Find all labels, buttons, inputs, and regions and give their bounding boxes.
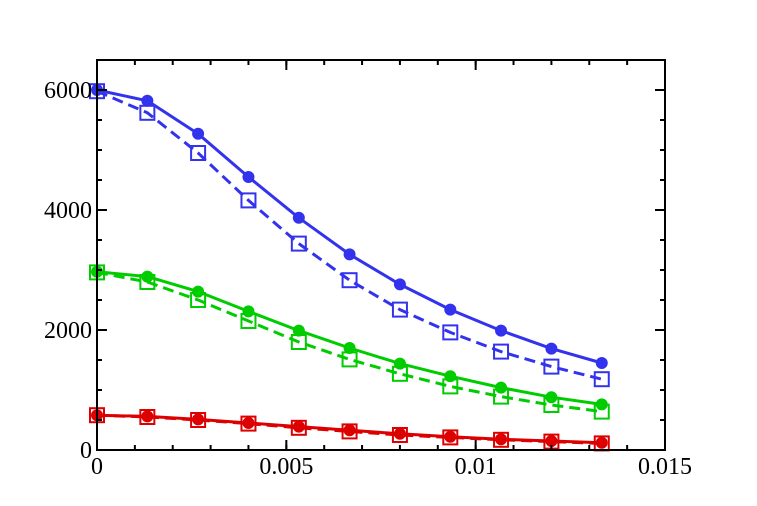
data-point bbox=[595, 357, 608, 369]
data-point bbox=[192, 127, 205, 140]
data-point bbox=[391, 301, 408, 318]
data-point bbox=[190, 292, 207, 308]
plot-frame bbox=[96, 59, 666, 451]
data-point bbox=[393, 278, 406, 291]
series-line bbox=[96, 270, 602, 414]
data-point bbox=[442, 324, 459, 341]
data-point bbox=[495, 381, 508, 394]
tick-labels: 0 0.005 0.01 0.015 0 2000 4000 6000 bbox=[44, 78, 692, 480]
data-point bbox=[391, 427, 408, 443]
data-point bbox=[139, 104, 156, 121]
data-point bbox=[495, 324, 508, 337]
data-point bbox=[242, 171, 255, 183]
data-point bbox=[292, 211, 305, 224]
data-point bbox=[593, 403, 610, 420]
series-2 bbox=[89, 83, 610, 388]
data-point bbox=[391, 365, 408, 382]
y-tick-label: 2000 bbox=[44, 318, 92, 344]
data-point bbox=[341, 423, 358, 440]
series-5 bbox=[91, 409, 608, 449]
data-point bbox=[343, 342, 356, 354]
data-point bbox=[341, 351, 358, 368]
data-point bbox=[141, 270, 154, 283]
series-line bbox=[96, 88, 603, 365]
series-line bbox=[96, 89, 603, 381]
data-point bbox=[190, 145, 207, 161]
data-point bbox=[139, 409, 156, 425]
data-point bbox=[493, 388, 510, 405]
axis-ticks bbox=[96, 59, 666, 451]
y-tick-label: 6000 bbox=[44, 78, 92, 104]
y-tick-label: 0 bbox=[80, 438, 92, 464]
x-tick-label: 0 bbox=[91, 454, 103, 480]
x-tick-label: 0.015 bbox=[638, 454, 692, 480]
data-point bbox=[290, 334, 307, 350]
data-point bbox=[290, 235, 307, 252]
data-point bbox=[444, 303, 457, 316]
data-point bbox=[543, 358, 560, 375]
data-point bbox=[141, 94, 154, 107]
data-point bbox=[190, 412, 207, 428]
data-point bbox=[545, 342, 558, 355]
chart-marks bbox=[89, 83, 610, 452]
series-6 bbox=[89, 407, 610, 452]
data-point bbox=[240, 313, 257, 329]
data-point bbox=[493, 343, 510, 360]
data-point bbox=[192, 285, 205, 298]
data-point bbox=[139, 274, 156, 290]
x-tick-label: 0.005 bbox=[259, 454, 313, 480]
series-3 bbox=[91, 265, 608, 411]
series-1 bbox=[91, 84, 608, 369]
data-point bbox=[593, 371, 610, 388]
data-point bbox=[341, 272, 358, 289]
data-point bbox=[292, 324, 305, 337]
data-point bbox=[240, 192, 257, 209]
data-point bbox=[343, 248, 356, 261]
y-tick-label: 4000 bbox=[44, 198, 92, 224]
data-point bbox=[240, 415, 257, 432]
data-point bbox=[543, 397, 560, 413]
data-point bbox=[493, 431, 510, 448]
data-point bbox=[442, 378, 459, 395]
x-tick-label: 0.01 bbox=[455, 454, 497, 480]
data-point bbox=[442, 429, 459, 446]
data-point bbox=[290, 419, 307, 436]
data-point bbox=[242, 305, 255, 318]
series-4 bbox=[89, 264, 610, 420]
